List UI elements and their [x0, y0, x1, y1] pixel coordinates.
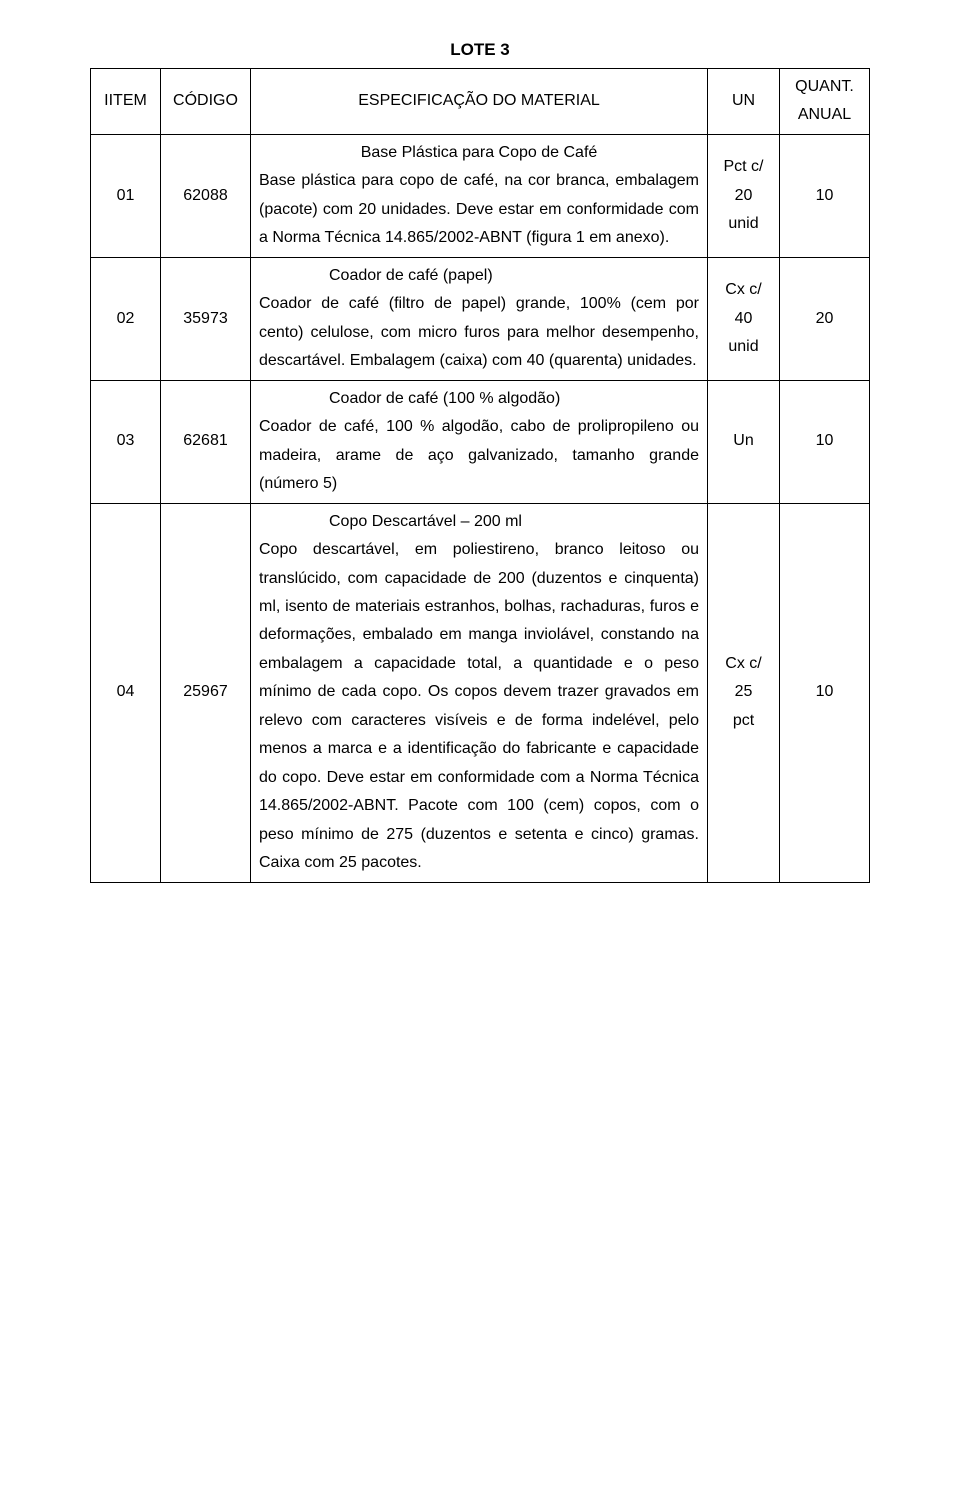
cell-un: Cx c/ 25 pct: [708, 503, 780, 882]
col-quant-line2: ANUAL: [798, 106, 851, 123]
spec-body: Copo descartável, em poliestireno, branc…: [259, 541, 699, 871]
cell-un: Cx c/ 40 unid: [708, 257, 780, 380]
un-line1: Cx c/: [725, 281, 761, 298]
un-line1: Cx c/: [725, 655, 761, 672]
cell-codigo: 25967: [161, 503, 251, 882]
un-line3: unid: [728, 338, 758, 355]
col-un: UN: [708, 69, 780, 135]
cell-iitem: 01: [91, 134, 161, 257]
un-line2: 25: [735, 683, 753, 700]
un-line1: Pct c/: [723, 158, 763, 175]
spec-body: Base plástica para copo de café, na cor …: [259, 172, 699, 246]
table-row: 02 35973 Coador de café (papel) Coador d…: [91, 257, 870, 380]
col-spec: ESPECIFICAÇÃO DO MATERIAL: [251, 69, 708, 135]
page: LOTE 3 IITEM CÓDIGO ESPECIFICAÇÃO DO MAT…: [0, 0, 960, 1506]
col-iitem: IITEM: [91, 69, 161, 135]
cell-un: Pct c/ 20 unid: [708, 134, 780, 257]
cell-quant: 10: [780, 134, 870, 257]
cell-quant: 20: [780, 257, 870, 380]
spec-title: Base Plástica para Copo de Café: [259, 139, 699, 167]
cell-codigo: 35973: [161, 257, 251, 380]
table-header-row: IITEM CÓDIGO ESPECIFICAÇÃO DO MATERIAL U…: [91, 69, 870, 135]
lote-title: LOTE 3: [90, 40, 870, 60]
cell-iitem: 04: [91, 503, 161, 882]
spec-body: Coador de café (filtro de papel) grande,…: [259, 295, 699, 369]
col-quant-line1: QUANT.: [795, 78, 854, 95]
materials-table: IITEM CÓDIGO ESPECIFICAÇÃO DO MATERIAL U…: [90, 68, 870, 883]
cell-iitem: 02: [91, 257, 161, 380]
cell-codigo: 62681: [161, 380, 251, 503]
un-line2: 40: [735, 310, 753, 327]
un-line3: unid: [728, 215, 758, 232]
cell-codigo: 62088: [161, 134, 251, 257]
cell-spec: Base Plástica para Copo de Café Base plá…: [251, 134, 708, 257]
un-line1: Un: [733, 432, 753, 449]
table-row: 01 62088 Base Plástica para Copo de Café…: [91, 134, 870, 257]
cell-un: Un: [708, 380, 780, 503]
cell-iitem: 03: [91, 380, 161, 503]
spec-title: Coador de café (papel): [259, 262, 699, 290]
table-row: 03 62681 Coador de café (100 % algodão) …: [91, 380, 870, 503]
cell-spec: Coador de café (100 % algodão) Coador de…: [251, 380, 708, 503]
col-quant: QUANT. ANUAL: [780, 69, 870, 135]
spec-title: Copo Descartável – 200 ml: [259, 508, 699, 536]
spec-title: Coador de café (100 % algodão): [259, 385, 699, 413]
col-codigo: CÓDIGO: [161, 69, 251, 135]
spec-body: Coador de café, 100 % algodão, cabo de p…: [259, 418, 699, 492]
cell-quant: 10: [780, 503, 870, 882]
table-row: 04 25967 Copo Descartável – 200 ml Copo …: [91, 503, 870, 882]
un-line3: pct: [733, 712, 754, 729]
cell-quant: 10: [780, 380, 870, 503]
cell-spec: Copo Descartável – 200 ml Copo descartáv…: [251, 503, 708, 882]
cell-spec: Coador de café (papel) Coador de café (f…: [251, 257, 708, 380]
un-line2: 20: [735, 187, 753, 204]
